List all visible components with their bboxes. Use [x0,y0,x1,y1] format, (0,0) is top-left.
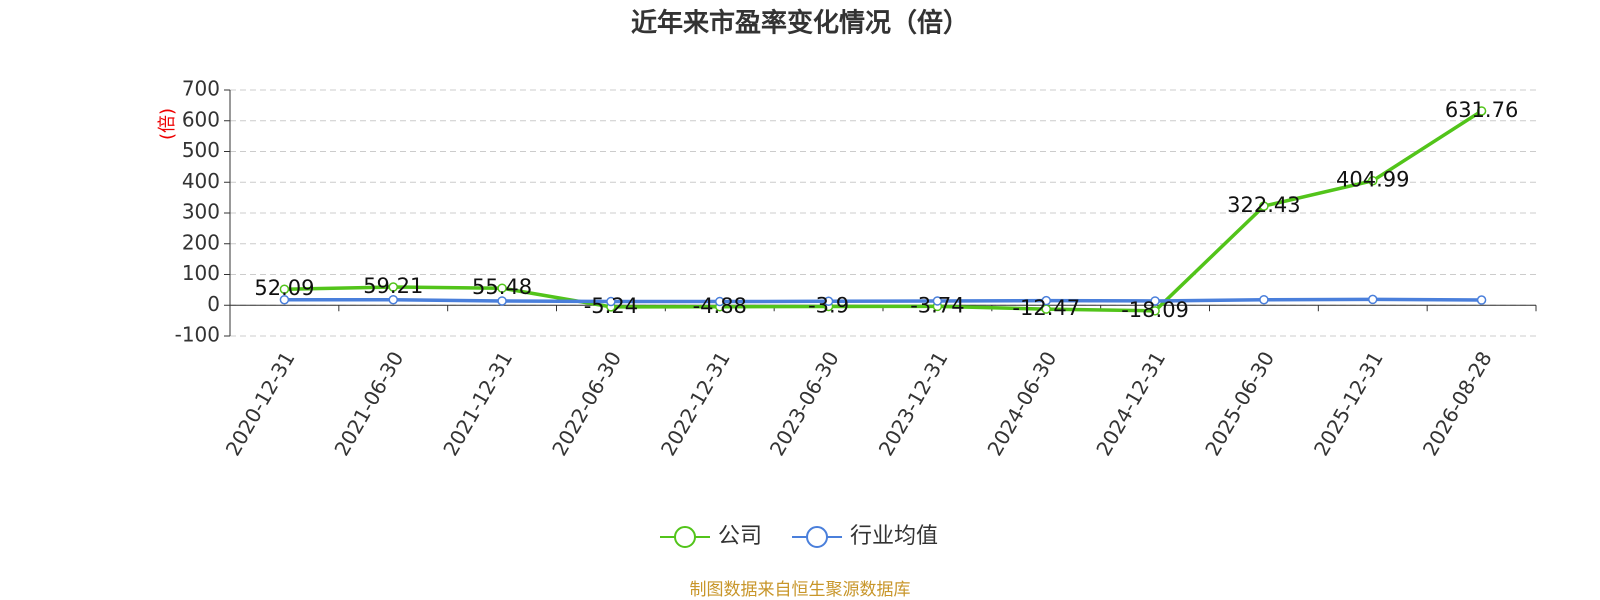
x-tick-label: 2021-12-31 [438,347,517,460]
x-tick-label: 2024-06-30 [982,347,1061,460]
data-point [1476,295,1487,305]
data-label: -4.88 [693,294,747,318]
data-point [388,282,398,292]
data-label: 631.76 [1445,98,1518,122]
x-tick-label: 2020-12-31 [221,347,300,460]
data-point [1259,201,1269,211]
data-label: 55.48 [472,275,532,299]
legend-marker [806,526,829,548]
data-point [606,296,616,307]
x-tick-label: 2022-12-31 [656,347,735,460]
source-note: 制图数据来自恒生聚源数据库 [690,580,911,600]
x-tick-label: 2025-12-31 [1309,347,1388,460]
data-label: 404.99 [1336,168,1409,192]
y-tick-label: 0 [207,292,220,316]
data-label: -5.24 [584,294,638,318]
data-point [823,296,834,307]
legend-label: 公司 [718,524,762,549]
data-point [1259,294,1269,305]
data-label: -3.74 [910,293,964,317]
x-tick-label: 2022-06-30 [547,347,626,460]
x-tick-label: 2026-08-28 [1418,347,1497,460]
series-line [284,297,1482,304]
data-point [1150,306,1160,316]
data-point [1368,294,1378,305]
legend-label: 行业均值 [850,524,938,549]
data-point [388,294,398,305]
data-point [715,296,725,307]
data-point [1368,175,1378,186]
chart-title: 近年来市盈率变化情况（倍） [631,8,969,39]
data-point [1150,296,1160,306]
data-point [1041,295,1051,306]
data-label: -3.9 [808,293,849,317]
y-tick-label: 300 [182,200,220,224]
data-point [279,284,290,294]
data-label: 322.43 [1227,193,1300,217]
data-point [932,296,943,306]
y-tick-label: 500 [182,138,220,162]
y-tick-label: 400 [182,169,220,193]
x-tick-label: 2024-12-31 [1091,347,1170,460]
x-tick-label: 2023-12-31 [874,347,953,460]
y-tick-label: 200 [182,230,220,254]
data-point [497,296,507,306]
y-tick-label: 700 [182,77,220,101]
data-point [1476,106,1487,116]
data-label: 52.09 [254,276,314,300]
y-tick-label: -100 [175,323,220,347]
y-tick-label: 600 [182,107,220,131]
data-label: -12.47 [1012,296,1080,320]
data-point [279,294,290,305]
x-tick-label: 2021-06-30 [329,347,408,460]
data-label: 59.21 [363,274,423,298]
x-tick-label: 2025-06-30 [1200,347,1279,460]
data-label: -18.09 [1121,298,1189,322]
y-axis-label: (倍) [157,108,178,140]
series-line [284,109,1483,313]
data-point [497,283,507,293]
y-tick-label: 100 [182,261,220,285]
x-tick-label: 2023-06-30 [765,347,844,460]
legend-marker [674,526,696,548]
